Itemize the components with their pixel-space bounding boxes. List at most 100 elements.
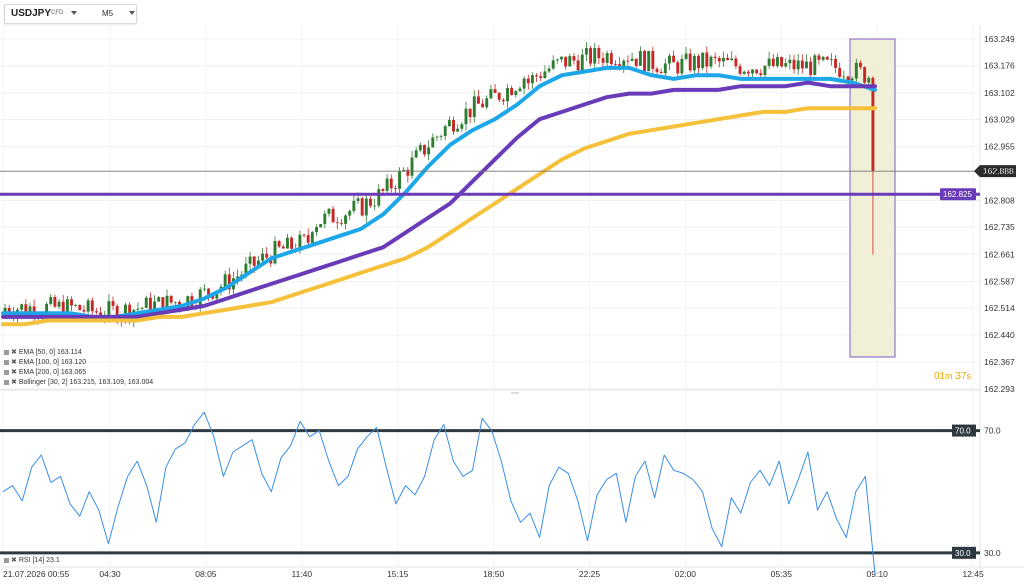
candle-body	[90, 300, 94, 312]
candle-body	[638, 51, 642, 66]
candle-body	[7, 307, 11, 314]
legend-label: EMA [200, 0] 163.065	[18, 368, 87, 376]
settings-icon[interactable]	[4, 379, 9, 385]
candle-body	[788, 59, 792, 64]
candle-body	[468, 108, 472, 117]
candle-body	[863, 67, 867, 83]
price-tick-label: 162.735	[984, 222, 1015, 232]
candle-body	[854, 62, 858, 79]
candle-body	[427, 147, 431, 155]
legend-label: EMA [50, 0] 163.114	[18, 348, 82, 356]
candle-body	[659, 71, 663, 74]
candle-body	[634, 58, 638, 66]
candle-body	[688, 53, 692, 71]
candle-body	[859, 62, 862, 68]
candle-body	[618, 64, 622, 67]
time-tick-label: 18:50	[483, 569, 505, 579]
close-icon[interactable]: ✖	[11, 359, 17, 366]
settings-icon[interactable]	[4, 349, 9, 355]
candle-body	[551, 60, 555, 69]
legend-ema100[interactable]: ✖ EMA [100, 0] 163.120	[4, 358, 86, 366]
candle-body	[389, 178, 393, 189]
candle-body	[539, 76, 543, 78]
rsi-line	[2, 411, 876, 575]
candle-body	[53, 297, 57, 307]
close-icon[interactable]: ✖	[11, 379, 17, 386]
symbol-selector[interactable]: USDJPY CFD M5	[4, 4, 137, 24]
candle-body	[684, 53, 688, 59]
candle-body	[850, 78, 854, 81]
candle-body	[356, 198, 360, 201]
close-icon[interactable]: ✖	[11, 369, 17, 376]
candle-body	[481, 103, 485, 108]
candle-body	[28, 306, 32, 314]
legend-bollinger[interactable]: ✖ Bollinger [30, 2] 163.215, 163.109, 16…	[4, 378, 153, 386]
candle-body	[489, 89, 493, 99]
candle-body	[834, 59, 838, 68]
candle-body	[285, 237, 289, 249]
price-axis: 163.249 163.176 163.102 163.029 162.955 162.8…	[984, 34, 1015, 394]
candle-body	[730, 58, 734, 61]
candle-body	[721, 57, 725, 62]
candle-body	[74, 304, 78, 306]
candle-body	[647, 50, 651, 72]
settings-icon[interactable]	[4, 557, 9, 563]
price-tick-label: 163.176	[984, 61, 1015, 71]
time-tick-label: 15:15	[387, 569, 409, 579]
candle-body	[348, 210, 352, 216]
candle-body	[518, 88, 522, 92]
time-tick-label: 08:05	[195, 569, 217, 579]
close-icon[interactable]: ✖	[11, 557, 17, 564]
candle-body	[111, 301, 115, 306]
candle-body	[352, 200, 356, 211]
candle-body	[485, 98, 489, 108]
rsi-level-tag-label: 30.0	[955, 549, 971, 558]
candle-body	[423, 144, 426, 155]
price-tick-label: 162.955	[984, 142, 1015, 152]
settings-icon[interactable]	[4, 359, 9, 365]
candle-body	[713, 56, 717, 58]
legend-ema200[interactable]: ✖ EMA [200, 0] 163.065	[4, 368, 86, 376]
horizontal-line[interactable]: 162.825	[0, 188, 980, 201]
candle-body	[169, 295, 173, 303]
candle-body	[447, 120, 451, 127]
candle-body	[398, 171, 402, 189]
candle-body	[256, 260, 260, 266]
timeframe-label[interactable]: M5	[102, 9, 114, 18]
rsi-tick-label: 30.0	[984, 548, 1001, 558]
candle-body	[829, 59, 833, 60]
candle-body	[323, 213, 327, 225]
candle-body	[622, 60, 626, 67]
candle-body	[680, 58, 684, 74]
candle-body	[385, 178, 389, 191]
candle-body	[701, 52, 705, 68]
candle-body	[153, 301, 157, 314]
time-tick-label: 09:10	[867, 569, 889, 579]
candle-body	[576, 60, 580, 71]
settings-icon[interactable]	[4, 369, 9, 375]
candle-body	[734, 58, 738, 67]
candle-body	[344, 215, 348, 224]
candle-body	[115, 305, 119, 322]
candle-body	[771, 58, 775, 67]
candle-body	[252, 256, 256, 266]
candle-body	[65, 299, 69, 317]
candle-body	[759, 73, 763, 75]
candle-body	[547, 68, 551, 72]
candle-body	[838, 67, 842, 77]
candle-body	[439, 135, 443, 137]
candle-body	[107, 301, 111, 317]
candle-body	[763, 65, 767, 75]
rsi-level-tag	[952, 546, 976, 559]
legend-ema50[interactable]: ✖ EMA [50, 0] 163.114	[4, 348, 82, 356]
legend-rsi[interactable]: ✖ RSI [14] 23.1	[4, 556, 60, 564]
candle-body	[738, 66, 742, 74]
chevron-down-icon[interactable]	[71, 11, 77, 15]
candle-body	[514, 91, 518, 96]
close-icon[interactable]: ✖	[11, 349, 17, 356]
rsi-tick-label: 70.0	[984, 426, 1001, 436]
candle-body	[381, 189, 385, 191]
candle-body	[202, 288, 206, 290]
chevron-down-icon[interactable]	[129, 11, 135, 15]
